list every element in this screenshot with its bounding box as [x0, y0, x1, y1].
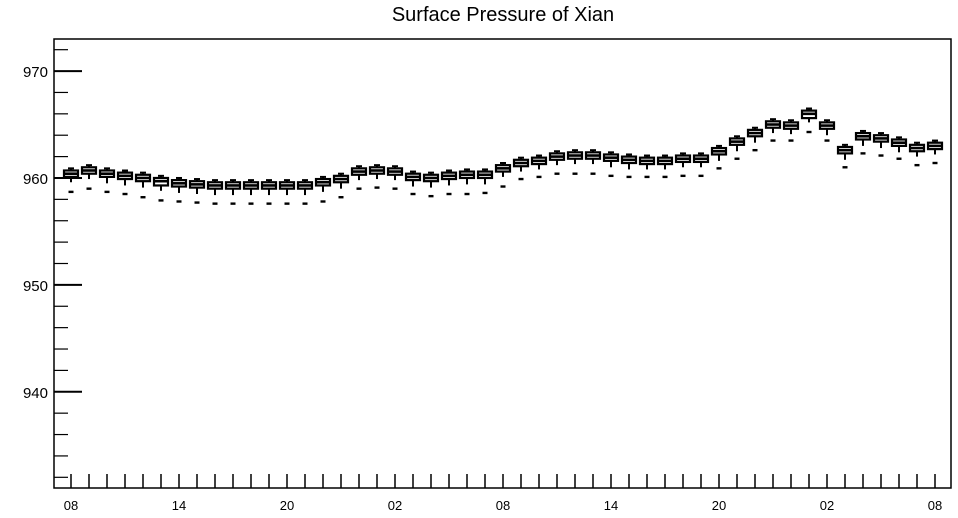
x-tick-label: 08: [928, 498, 942, 513]
y-tick-label: 940: [23, 385, 48, 402]
chart-title: Surface Pressure of Xian: [391, 4, 615, 26]
y-tick-label: 950: [23, 278, 48, 295]
x-tick-label: 02: [820, 498, 834, 513]
x-tick-label: 14: [604, 498, 618, 513]
x-tick-label: 14: [172, 498, 186, 513]
x-tick-label: 02: [388, 498, 402, 513]
y-tick-label: 960: [23, 171, 48, 188]
y-tick-label: 970: [23, 64, 48, 81]
x-tick-label: 08: [64, 498, 78, 513]
x-tick-label: 20: [280, 498, 294, 513]
plot-frame: [53, 38, 952, 489]
x-tick-label: 08: [496, 498, 510, 513]
x-tick-label: 20: [712, 498, 726, 513]
